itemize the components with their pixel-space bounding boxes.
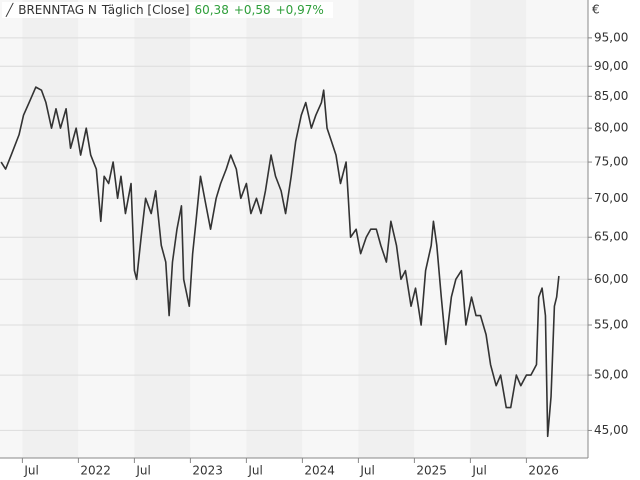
- time-band: [414, 0, 471, 458]
- icon: ╱: [6, 3, 14, 17]
- x-tick-label: Jul: [23, 464, 38, 478]
- change: +0,58: [233, 3, 271, 17]
- instrument-name: BRENNTAG N: [18, 3, 97, 17]
- y-tick-label: 45,00: [594, 423, 628, 437]
- time-band: [470, 0, 527, 458]
- time-band: [302, 0, 359, 458]
- y-unit: €: [592, 3, 600, 17]
- x-tick-label: 2022: [80, 464, 111, 478]
- x-tick-label: 2026: [528, 464, 559, 478]
- y-tick-label: 50,00: [594, 368, 628, 382]
- x-tick-label: Jul: [471, 464, 486, 478]
- time-band: [78, 0, 135, 458]
- y-tick-label: 60,00: [594, 272, 628, 286]
- y-tick-label: 65,00: [594, 230, 628, 244]
- y-tick-label: 90,00: [594, 59, 628, 73]
- x-tick-label: Jul: [359, 464, 374, 478]
- y-tick-label: 80,00: [594, 121, 628, 135]
- time-band: [358, 0, 415, 458]
- time-band: [0, 0, 23, 458]
- time-band: [134, 0, 191, 458]
- y-tick-label: 95,00: [594, 30, 628, 44]
- time-band: [190, 0, 247, 458]
- last-price: 60,38: [194, 3, 229, 17]
- y-tick-label: 55,00: [594, 318, 628, 332]
- subtitle: Täglich [Close]: [101, 3, 190, 17]
- y-tick-label: 75,00: [594, 155, 628, 169]
- time-band: [22, 0, 79, 458]
- time-band: [246, 0, 303, 458]
- price-line: [0, 86, 560, 438]
- x-tick-label: 2025: [416, 464, 447, 478]
- y-tick-label: 70,00: [594, 191, 628, 205]
- chart-header: ╱ BRENNTAG N Täglich [Close] 60,38 +0,58 +0,9…: [2, 2, 333, 18]
- y-tick-label: 85,00: [594, 89, 628, 103]
- change-pct: +0,97%: [275, 3, 324, 17]
- time-band: [526, 0, 588, 458]
- x-tick-label: Jul: [247, 464, 262, 478]
- x-tick-label: 2024: [304, 464, 335, 478]
- x-tick-label: 2023: [192, 464, 223, 478]
- x-tick-label: Jul: [135, 464, 150, 478]
